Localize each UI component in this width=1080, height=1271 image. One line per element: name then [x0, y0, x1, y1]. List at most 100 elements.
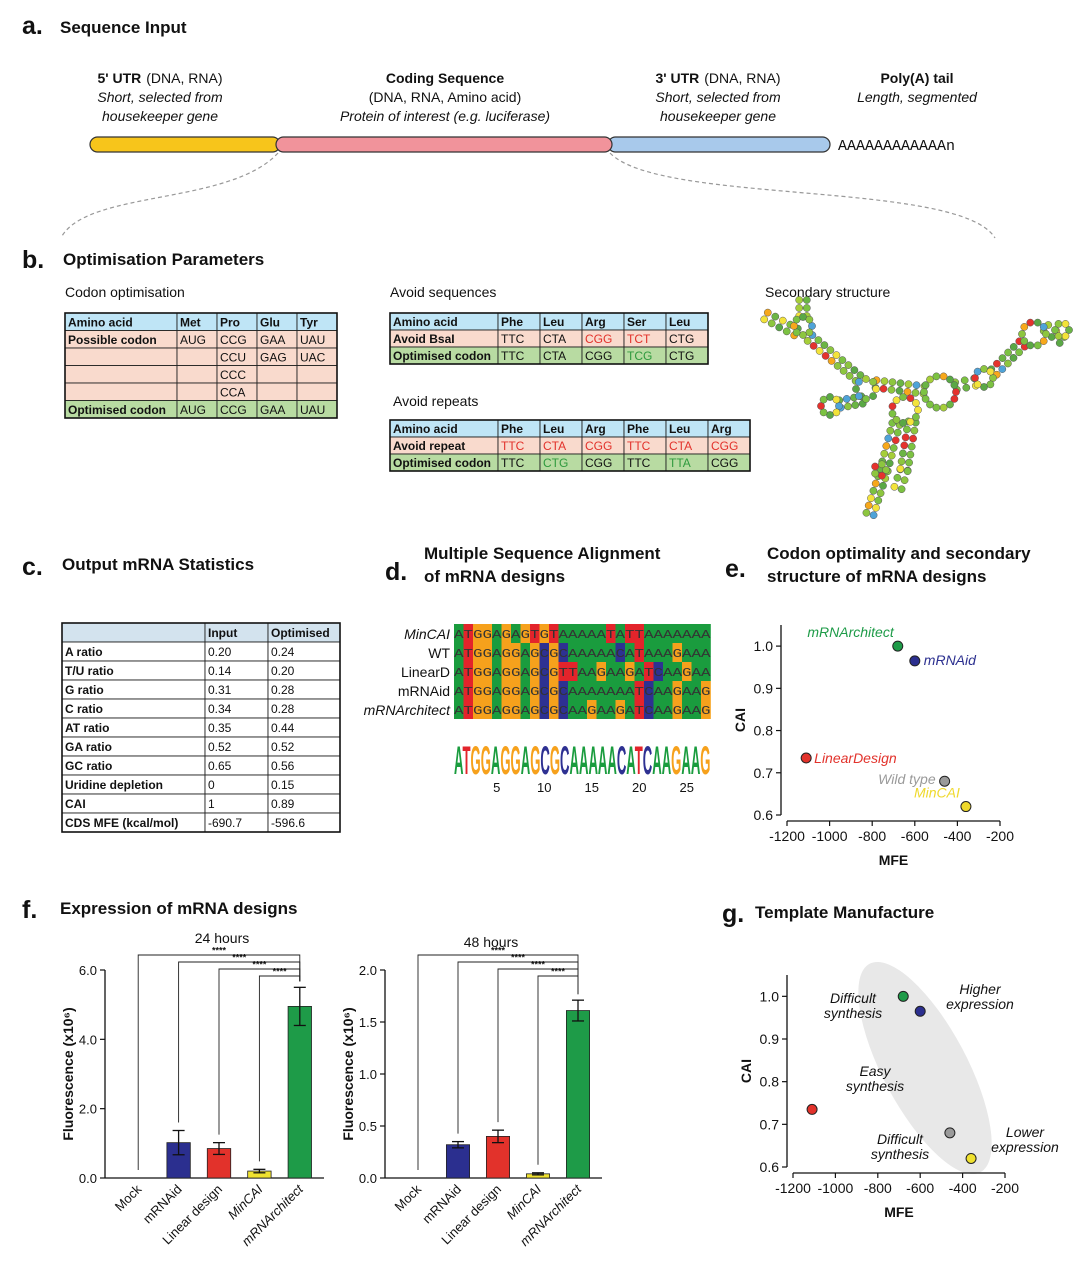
y-tick-label: 0.9 — [760, 1031, 780, 1047]
table-text: GA ratio — [65, 740, 112, 754]
table-text: Pro — [220, 315, 240, 329]
bar — [566, 1010, 591, 1179]
x-tick-label: -200 — [986, 828, 1014, 844]
table-text: UAC — [300, 350, 326, 364]
nucleotide-dot — [855, 392, 863, 400]
nucleotide-dot — [852, 385, 860, 393]
nucleotide-cell — [615, 662, 626, 681]
nucleotide-cell — [520, 700, 531, 719]
nucleotide-cell — [520, 643, 531, 662]
nucleotide-dot — [850, 366, 859, 374]
table-text: 1 — [208, 797, 215, 811]
nucleotide-dot — [808, 322, 816, 330]
nucleotide-dot — [1055, 339, 1064, 347]
table-text: TTC — [501, 349, 525, 363]
nucleotide-dot — [888, 409, 897, 418]
data-point — [944, 1127, 956, 1139]
nucleotide-dot — [833, 362, 842, 370]
nucleotide-cell — [682, 662, 692, 681]
nucleotide-cell — [615, 624, 626, 643]
nucleotide-cell — [672, 681, 683, 700]
significance-bracket — [537, 975, 579, 1165]
table-text: Phe — [501, 422, 523, 436]
nucleotide-cell — [482, 700, 493, 719]
table-text: CGG — [585, 456, 612, 470]
table-cell — [176, 382, 218, 401]
segment-note: Short, selected from — [655, 89, 781, 105]
table-text: Optimised — [271, 626, 330, 640]
nucleotide-dot — [838, 356, 847, 364]
nucleotide-cell — [558, 624, 569, 643]
nucleotide-dot — [1054, 320, 1063, 328]
nucleotide-dot — [912, 413, 920, 421]
nucleotide-cell — [596, 700, 607, 719]
nucleotide-dot — [903, 387, 912, 396]
nucleotide-dot — [886, 426, 895, 435]
nucleotide-dot — [1061, 320, 1070, 328]
nucleotide-dot — [880, 377, 889, 386]
x-tick-label: -400 — [949, 1180, 977, 1196]
table-cell — [64, 347, 178, 366]
x-tick-label: -800 — [858, 828, 886, 844]
y-tick-label: 0.9 — [754, 680, 774, 696]
panel-title: Multiple Sequence Alignment — [424, 544, 661, 563]
table-text: GAA — [260, 333, 285, 347]
table-text: 0.34 — [208, 702, 232, 716]
table-text: AUG — [180, 333, 206, 347]
table-text: 0.65 — [208, 759, 232, 773]
nucleotide-dot — [876, 489, 885, 498]
annotation: synthesis — [824, 1005, 882, 1021]
nucleotide-cell — [653, 681, 664, 700]
data-point — [960, 801, 972, 813]
x-tick-label: -800 — [864, 1180, 892, 1196]
table-text: Leu — [669, 315, 690, 329]
annotation: expression — [991, 1139, 1059, 1155]
nucleotide-dot — [889, 444, 898, 452]
segment-note: Protein of interest (e.g. luciferase) — [340, 108, 550, 124]
annotation: Difficult — [830, 990, 877, 1006]
segment-note: housekeeper gene — [660, 108, 776, 124]
nucleotide-dot — [826, 346, 835, 354]
nucleotide-dot — [869, 392, 877, 400]
nucleotide-dot — [932, 403, 941, 412]
table-text: TTC — [501, 439, 525, 453]
nucleotide-dot — [778, 316, 787, 325]
nucleotide-dot — [1020, 337, 1029, 345]
segment-note: Length, segmented — [857, 89, 978, 105]
point-label: mRNAid — [924, 652, 977, 668]
table-text: CGG — [711, 439, 738, 453]
nucleotide-cell — [672, 662, 683, 681]
data-point — [909, 655, 921, 667]
nucleotide-cell — [549, 681, 559, 700]
table-text: CTA — [543, 349, 566, 363]
table-text: TTC — [627, 456, 651, 470]
nucleotide-dot — [821, 352, 830, 360]
sequence-name: MinCAI — [404, 626, 450, 642]
table-text: 0.35 — [208, 721, 232, 735]
table-text: 0.14 — [208, 664, 232, 678]
annotation: Easy — [859, 1063, 891, 1079]
table-text: -596.6 — [271, 816, 305, 830]
table-text: 0.31 — [208, 683, 232, 697]
nucleotide-dot — [760, 315, 769, 324]
nucleotide-cell — [587, 643, 597, 662]
nucleotide-cell — [596, 624, 607, 643]
nucleotide-dot — [895, 386, 904, 395]
annotation: Difficult — [877, 1131, 924, 1147]
point-label: LinearDesign — [814, 750, 897, 766]
data-point — [897, 990, 909, 1002]
nucleotide-dot — [845, 372, 854, 380]
nucleotide-cell — [663, 662, 673, 681]
nucleotide-dot — [899, 419, 907, 427]
nucleotide-cell — [701, 700, 711, 719]
panel-letter: c. — [22, 553, 43, 581]
nucleotide-cell — [577, 700, 588, 719]
nucleotide-dot — [864, 501, 873, 510]
nucleotide-dot — [790, 322, 798, 330]
x-tick-label: 15 — [585, 780, 599, 795]
table-text: G ratio — [65, 683, 104, 697]
nucleotide-cell — [492, 681, 502, 700]
aligned-sequence: ATGGAGGAGCGCAAAAACATAAAGAAA — [454, 647, 712, 661]
segment-name: Poly(A) tail — [880, 70, 953, 86]
nucleotide-dot — [912, 381, 921, 390]
